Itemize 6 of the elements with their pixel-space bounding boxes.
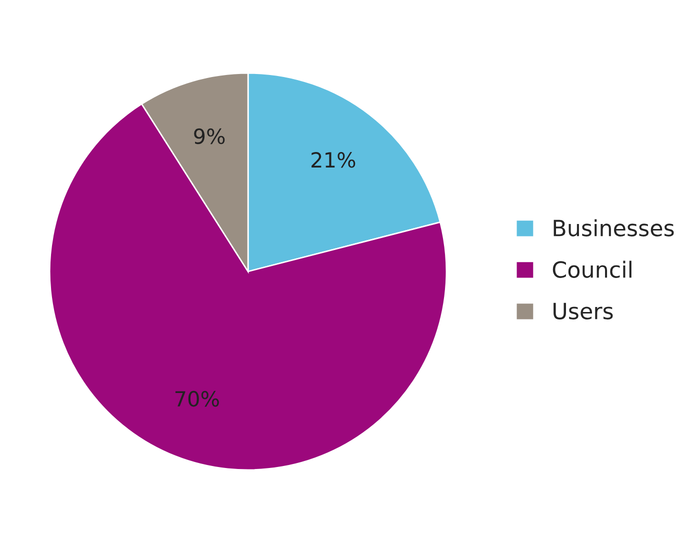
data-label: 9% bbox=[194, 128, 225, 144]
legend-label: Users bbox=[554, 302, 613, 320]
legend-label: Council bbox=[552, 260, 632, 278]
legend-label: Businesses bbox=[554, 219, 674, 236]
data-label: 21% bbox=[312, 152, 356, 168]
data-label: 70% bbox=[175, 390, 219, 407]
